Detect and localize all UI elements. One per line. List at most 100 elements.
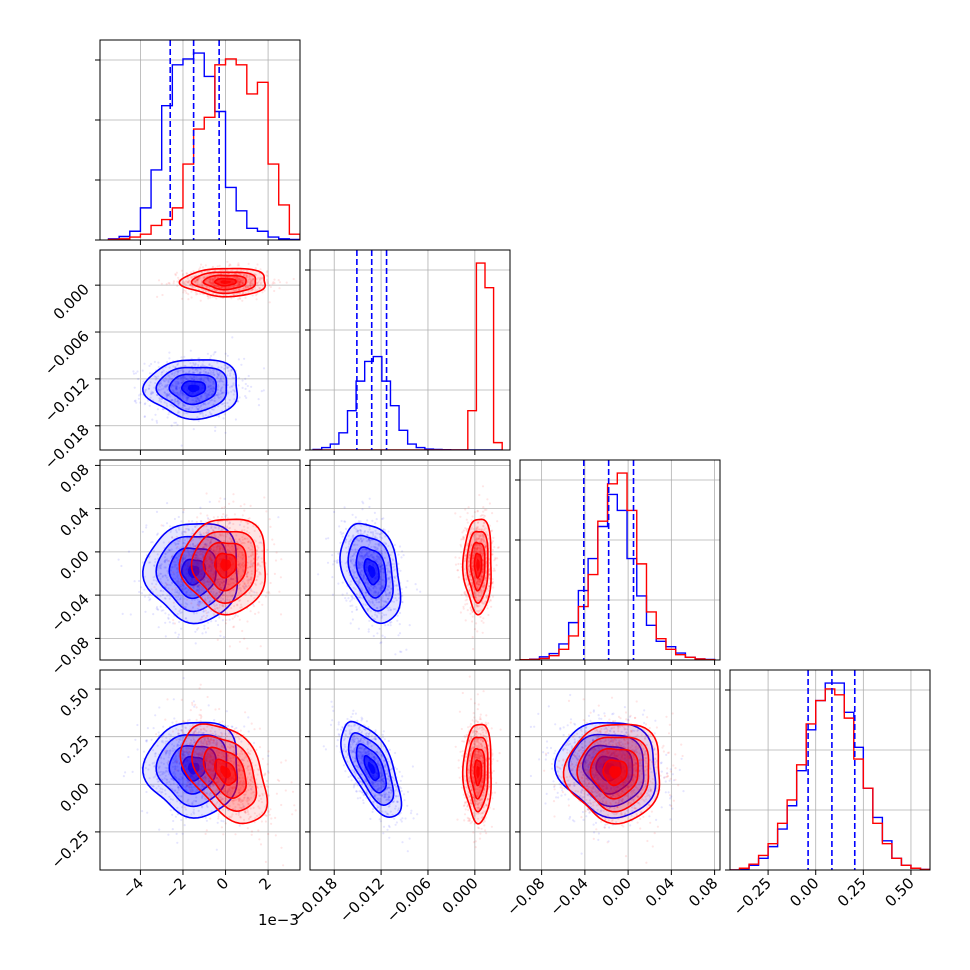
sample-point — [357, 563, 361, 567]
sample-point — [167, 393, 170, 396]
sample-point — [224, 583, 227, 586]
sample-point — [381, 578, 384, 581]
sample-point — [214, 582, 217, 585]
sample-point — [218, 533, 221, 536]
sample-point — [219, 540, 222, 543]
sample-point — [207, 566, 211, 570]
sample-point — [152, 391, 155, 394]
sample-point — [264, 595, 267, 598]
sample-point — [257, 561, 260, 565]
sample-point — [205, 538, 208, 541]
sample-point — [243, 565, 246, 568]
sample-point — [374, 590, 377, 593]
sample-point — [249, 561, 252, 564]
sample-point — [214, 552, 217, 555]
sample-point — [368, 539, 371, 542]
sample-point — [474, 576, 477, 579]
sample-point — [357, 582, 360, 585]
sample-point — [380, 564, 383, 567]
sample-point — [212, 380, 215, 383]
sample-point — [265, 278, 269, 281]
sample-point — [238, 537, 241, 541]
sample-point — [349, 556, 352, 559]
sample-point — [141, 530, 144, 533]
sample-point — [195, 283, 199, 286]
sample-point — [245, 575, 249, 578]
sample-point — [226, 366, 229, 370]
sample-point — [267, 590, 270, 594]
sample-point — [162, 541, 165, 544]
sample-point — [231, 545, 234, 548]
sample-point — [211, 559, 214, 563]
sample-point — [172, 389, 175, 392]
sample-point — [212, 380, 215, 383]
sample-point — [176, 568, 179, 571]
sample-point — [218, 526, 221, 529]
sample-point — [121, 612, 124, 616]
sample-point — [212, 591, 215, 594]
sample-point — [239, 505, 242, 508]
sample-point — [210, 581, 213, 584]
sample-point — [164, 385, 167, 388]
sample-point — [223, 402, 226, 405]
sample-point — [251, 278, 254, 281]
sample-point — [227, 405, 230, 408]
sample-point — [220, 581, 223, 584]
sample-point — [370, 554, 373, 557]
sample-point — [272, 281, 275, 284]
sample-point — [212, 516, 215, 519]
sample-point — [237, 564, 240, 567]
sample-point — [168, 549, 172, 552]
sample-point — [341, 535, 344, 538]
sample-point — [256, 282, 259, 285]
sample-point — [225, 365, 228, 368]
sample-point — [210, 582, 213, 586]
sample-point — [197, 563, 200, 566]
sample-point — [233, 605, 236, 608]
sample-point — [154, 413, 157, 416]
sample-point — [215, 596, 218, 599]
sample-point — [366, 534, 369, 537]
sample-point — [239, 547, 242, 550]
sample-point — [394, 576, 397, 580]
sample-point — [195, 557, 198, 560]
sample-point — [233, 289, 236, 292]
sample-point — [180, 375, 183, 378]
sample-point — [482, 560, 485, 563]
sample-point — [373, 536, 376, 539]
sample-point — [250, 544, 253, 547]
sample-point — [187, 293, 190, 296]
sample-point — [226, 581, 230, 584]
sample-point — [256, 289, 259, 292]
sample-point — [231, 376, 234, 379]
sample-point — [381, 517, 384, 521]
sample-point — [174, 382, 177, 385]
sample-point — [219, 376, 222, 379]
sample-point — [171, 372, 174, 375]
sample-point — [256, 575, 259, 578]
sample-point — [213, 284, 216, 287]
sample-point — [214, 572, 217, 575]
sample-point — [473, 549, 476, 553]
sample-point — [150, 392, 153, 395]
sample-point — [162, 380, 166, 383]
sample-point — [241, 558, 244, 561]
sample-point — [157, 375, 160, 378]
sample-point — [175, 590, 178, 593]
sample-point — [221, 544, 224, 547]
sample-point — [192, 577, 195, 580]
sample-point — [177, 403, 180, 406]
sample-point — [219, 630, 222, 633]
sample-point — [206, 569, 209, 572]
sample-point — [206, 594, 209, 598]
sample-point — [239, 590, 242, 593]
sample-point — [200, 281, 203, 284]
sample-point — [209, 547, 213, 551]
sample-point — [167, 587, 170, 590]
sample-point — [226, 551, 229, 554]
sample-point — [250, 280, 253, 283]
sample-point — [343, 520, 346, 523]
sample-point — [277, 516, 280, 519]
sample-point — [372, 556, 375, 560]
sample-point — [382, 571, 386, 574]
